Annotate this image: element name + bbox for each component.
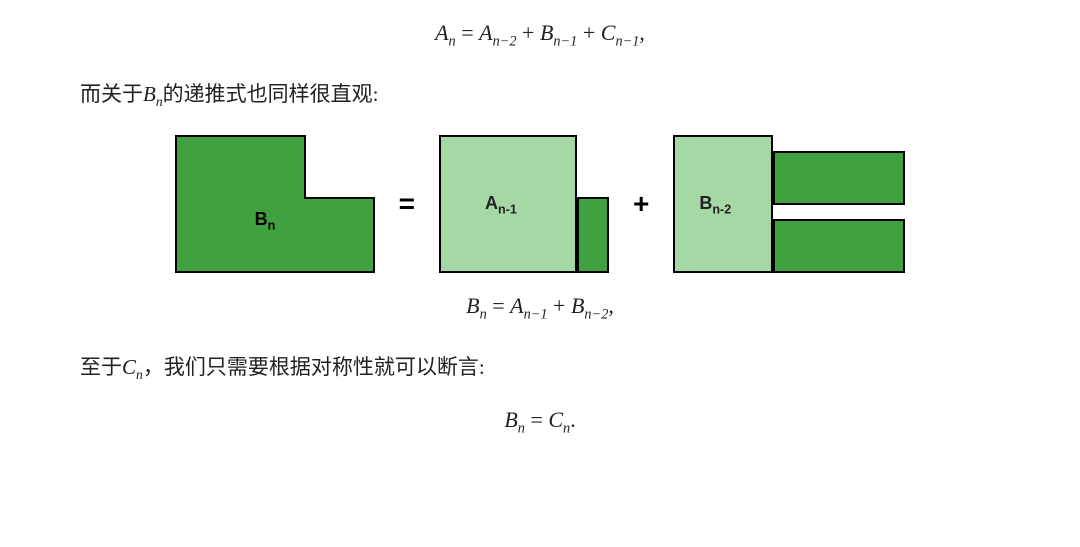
- eq3-equals: =: [530, 407, 548, 432]
- shape-an1-label-base: A: [485, 193, 498, 213]
- op-plus: +: [633, 188, 649, 220]
- shape-bn2-label-sub: n-2: [712, 202, 731, 216]
- shape-an1-label-sub: n-1: [498, 202, 517, 216]
- equation-bn: Bn = An−1 + Bn−2,: [60, 293, 1020, 323]
- eq1-t2-sub: n−1: [553, 33, 577, 49]
- eq2-lhs-base: B: [466, 293, 479, 318]
- equation-an: An = An−2 + Bn−1 + Cn−1,: [60, 20, 1020, 50]
- eq2-trail: ,: [608, 293, 614, 318]
- eq1-t3-base: C: [601, 20, 616, 45]
- shape-bn-svg: [175, 135, 375, 273]
- op-equals: =: [399, 188, 415, 220]
- shape-bn2-label-base: B: [699, 193, 712, 213]
- shape-bn2: Bn-2: [673, 135, 905, 273]
- eq2-equals: =: [492, 293, 510, 318]
- eq1-t2-base: B: [540, 20, 553, 45]
- equation-bn-cn: Bn = Cn.: [60, 407, 1020, 437]
- eq3-rhs-base: C: [548, 407, 563, 432]
- text-line-bn-intro: 而关于Bn的递推式也同样很直观:: [80, 78, 1020, 110]
- text2-pre: 至于: [80, 355, 122, 379]
- shape-bn-label: Bn: [255, 209, 276, 233]
- shape-an1-label: An-1: [485, 193, 517, 217]
- eq1-equals: =: [461, 20, 479, 45]
- eq2-t1-base: A: [510, 293, 523, 318]
- eq1-plus1: +: [522, 20, 540, 45]
- text2-var-base: C: [122, 355, 136, 379]
- eq1-lhs-sub: n: [449, 33, 456, 49]
- eq1-t1-sub: n−2: [493, 33, 517, 49]
- eq3-lhs-base: B: [504, 407, 517, 432]
- eq2-t2-base: B: [571, 293, 584, 318]
- shape-bn: Bn: [175, 135, 375, 273]
- text1-post: 的递推式也同样很直观:: [163, 82, 379, 106]
- eq1-t1-base: A: [479, 20, 492, 45]
- text1-var-base: B: [143, 82, 156, 106]
- eq1-plus2: +: [583, 20, 601, 45]
- eq2-t1-sub: n−1: [524, 306, 548, 322]
- text-line-cn: 至于Cn，我们只需要根据对称性就可以断言:: [80, 351, 1020, 383]
- eq2-t2-sub: n−2: [584, 306, 608, 322]
- shape-bn2-bar-top: [773, 151, 905, 205]
- eq3-trail: .: [570, 407, 576, 432]
- shape-bn-label-sub: n: [268, 218, 276, 232]
- shape-an1: An-1: [439, 135, 609, 273]
- eq3-lhs-sub: n: [518, 421, 525, 437]
- eq1-lhs-base: A: [435, 20, 448, 45]
- shape-bn-label-base: B: [255, 209, 268, 229]
- shape-bn2-label: Bn-2: [699, 193, 731, 217]
- text1-pre: 而关于: [80, 82, 143, 106]
- eq2-plus: +: [553, 293, 571, 318]
- text2-var-sub: n: [136, 367, 143, 382]
- text2-post: ，我们只需要根据对称性就可以断言:: [143, 355, 485, 379]
- shape-an1-strip: [577, 197, 609, 273]
- shape-bn2-bar-bottom: [773, 219, 905, 273]
- eq1-t3-sub: n−1: [615, 33, 639, 49]
- eq1-trail: ,: [639, 20, 645, 45]
- eq2-lhs-sub: n: [480, 306, 487, 322]
- text1-var-sub: n: [156, 95, 163, 110]
- diagram-row-bn: Bn = An-1 + Bn-2: [60, 135, 1020, 273]
